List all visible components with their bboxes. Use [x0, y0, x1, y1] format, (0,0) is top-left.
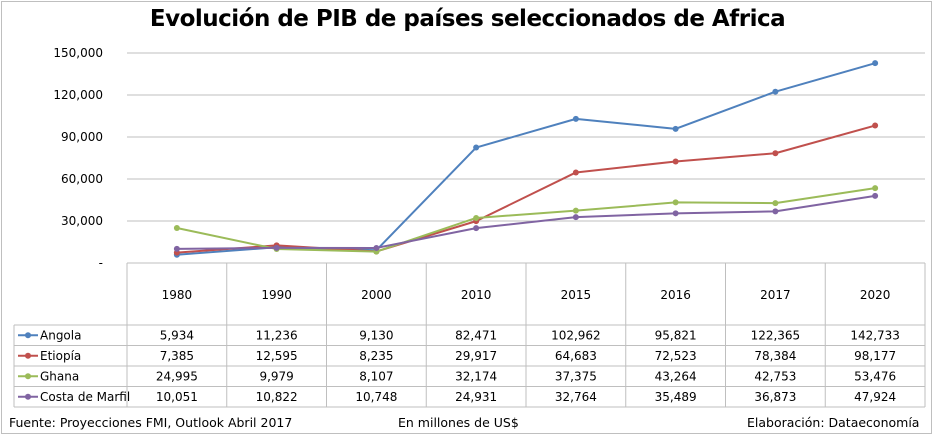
table-value: 5,934: [160, 328, 194, 342]
x-category-label: 2015: [561, 288, 592, 302]
table-value: 102,962: [551, 328, 601, 342]
data-point: [872, 122, 879, 129]
data-point: [173, 225, 180, 232]
x-category-label: 2017: [760, 288, 791, 302]
table-value: 37,375: [555, 369, 597, 383]
chart-title: Evolución de PIB de países seleccionados…: [149, 6, 786, 32]
table-value: 11,236: [256, 328, 298, 342]
y-tick-label: 30,000: [61, 214, 103, 228]
x-category-label: 2010: [461, 288, 492, 302]
data-point: [772, 208, 779, 215]
credit-note: Elaboración: Dataeconomía: [747, 415, 920, 430]
x-category-label: 2000: [361, 288, 392, 302]
y-tick-label: 150,000: [53, 46, 103, 60]
data-point: [672, 158, 679, 165]
data-point: [572, 115, 579, 122]
table-value: 78,384: [754, 349, 796, 363]
data-point: [572, 214, 579, 221]
x-category-label: 2020: [860, 288, 891, 302]
legend-key-marker: [25, 373, 31, 380]
table-value: 8,107: [359, 369, 393, 383]
table-value: 35,489: [655, 390, 697, 404]
table-value: 12,595: [256, 349, 298, 363]
data-point: [672, 210, 679, 217]
table-value: 53,476: [854, 369, 896, 383]
table-value: 64,683: [555, 349, 597, 363]
y-tick-label: 60,000: [61, 172, 103, 186]
x-category-label: 1990: [261, 288, 292, 302]
table-value: 24,931: [455, 390, 497, 404]
table-value: 95,821: [655, 328, 697, 342]
data-point: [672, 125, 679, 132]
table-value: 10,822: [256, 390, 298, 404]
legend-label: Ghana: [40, 369, 79, 383]
table-value: 32,764: [555, 390, 597, 404]
x-category-label: 1980: [162, 288, 193, 302]
table-value: 42,753: [754, 369, 796, 383]
table-value: 29,917: [455, 349, 497, 363]
table-value: 10,748: [355, 390, 397, 404]
table-value: 32,174: [455, 369, 497, 383]
data-point: [473, 144, 480, 151]
y-tick-label: 90,000: [61, 130, 103, 144]
data-point: [572, 169, 579, 176]
table-value: 36,873: [754, 390, 796, 404]
table-value: 122,365: [751, 328, 801, 342]
x-category-label: 2016: [660, 288, 691, 302]
table-value: 82,471: [455, 328, 497, 342]
series-line-costa-de-marfil: [176, 194, 876, 250]
data-point: [772, 200, 779, 207]
data-point: [872, 60, 879, 67]
y-tick-label: 120,000: [53, 88, 103, 102]
data-point: [273, 244, 280, 251]
legend-key-marker: [25, 393, 31, 400]
table-value: 47,924: [854, 390, 896, 404]
series-line-etiopía: [176, 124, 876, 254]
data-point: [772, 88, 779, 95]
data-point: [872, 185, 879, 192]
table-value: 24,995: [156, 369, 198, 383]
data-point: [473, 225, 480, 232]
table-value: 7,385: [160, 349, 194, 363]
data-point: [173, 245, 180, 252]
table-value: 8,235: [359, 349, 393, 363]
data-point: [572, 207, 579, 214]
legend-label: Costa de Marfil: [40, 390, 130, 404]
legend-key-marker: [25, 332, 31, 339]
table-value: 43,264: [655, 369, 697, 383]
data-point: [373, 244, 380, 251]
legend-label: Angola: [40, 328, 81, 342]
units-note: En millones de US$: [398, 415, 519, 430]
table-value: 9,979: [259, 369, 293, 383]
source-note: Fuente: Proyecciones FMI, Outlook Abril …: [9, 415, 293, 430]
table-value: 142,733: [850, 328, 900, 342]
legend-label: Etiopía: [40, 349, 81, 363]
data-point: [872, 192, 879, 199]
y-tick-label: -: [99, 256, 103, 270]
table-value: 98,177: [854, 349, 896, 363]
table-value: 9,130: [359, 328, 393, 342]
data-point: [772, 150, 779, 157]
legend-key-marker: [25, 352, 31, 359]
series-line-ghana: [176, 187, 876, 253]
data-point: [672, 199, 679, 206]
table-value: 10,051: [156, 390, 198, 404]
series-line-angola: [176, 62, 876, 256]
data-point: [473, 214, 480, 221]
table-value: 72,523: [655, 349, 697, 363]
